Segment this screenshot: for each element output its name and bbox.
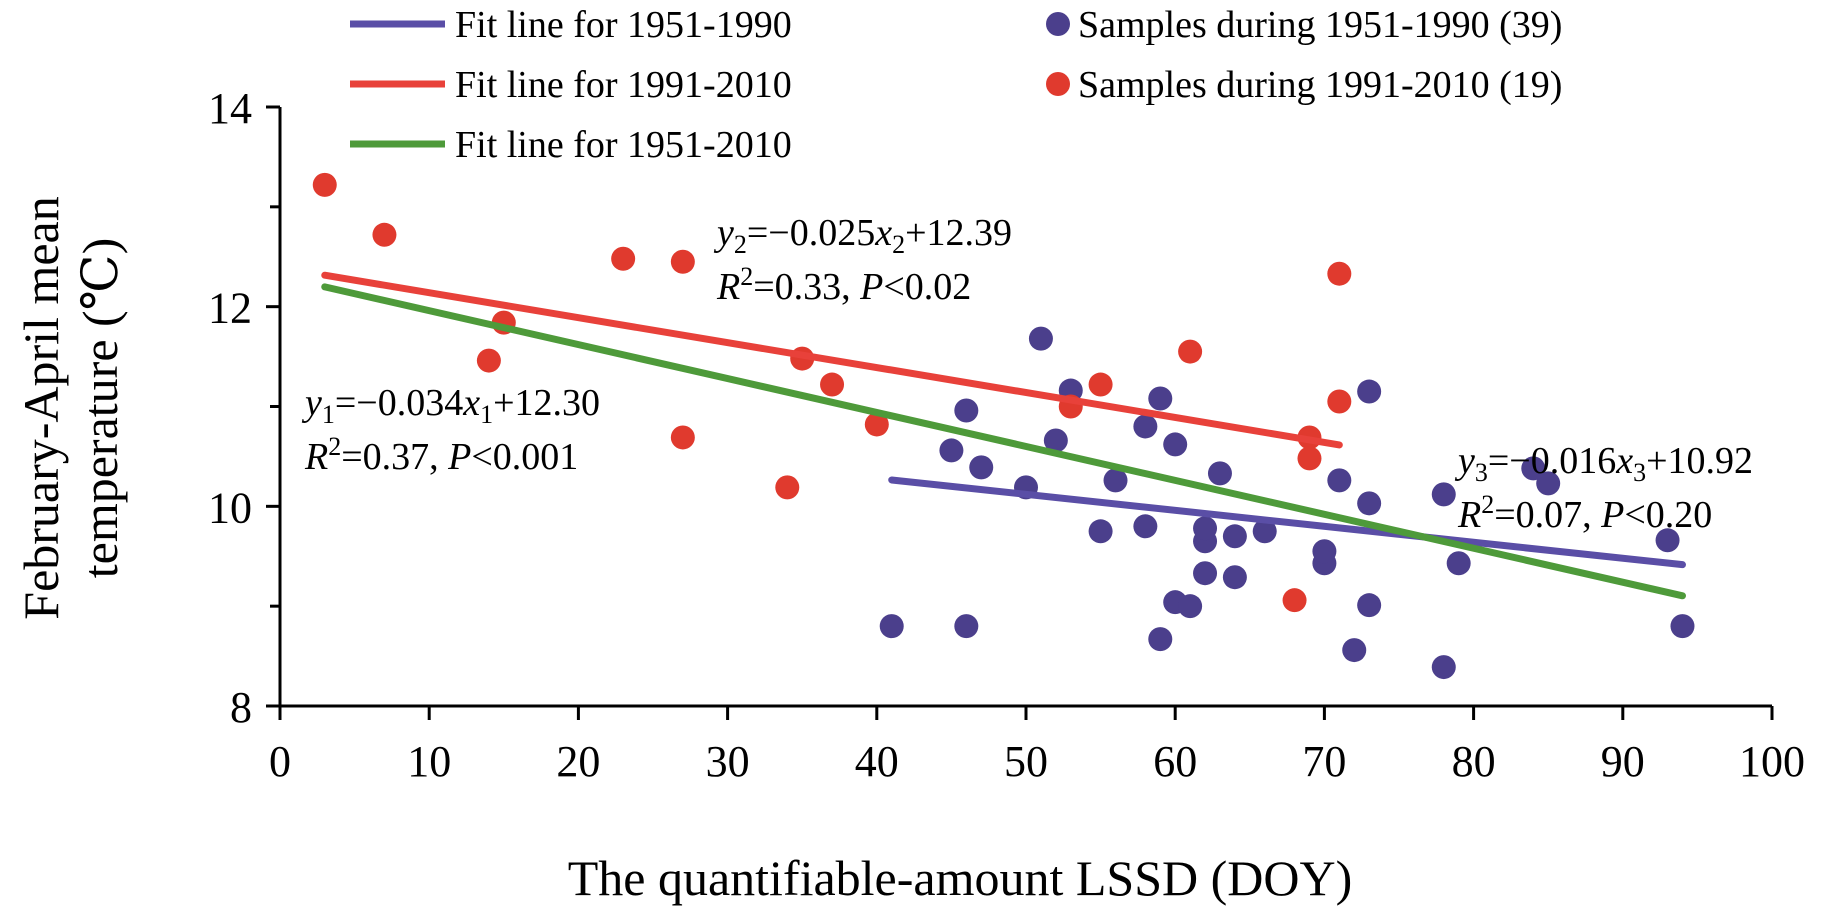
scatter-points [312,172,1695,680]
point-1951-1990 [1148,627,1173,652]
point-1991-2010 [820,372,845,397]
point-1991-2010 [1178,339,1203,364]
point-1951-1990 [969,455,994,480]
legend-label-fit-1951-1990: Fit line for 1951-1990 [455,4,792,46]
point-1951-1990 [1536,471,1561,496]
legend-label-fit-1991-2010: Fit line for 1991-2010 [455,64,792,106]
point-1991-2010 [611,246,636,271]
point-1991-2010 [1327,389,1352,414]
x-tick-label: 50 [1004,737,1048,786]
legend-marker-samples-1951-1990 [1046,12,1070,36]
y-axis-ticks: 8 10 12 14 [208,84,280,732]
point-1951-1990 [1357,593,1382,618]
axes: 8 10 12 14 0 10 20 30 40 50 60 70 80 90 100 [208,84,1805,786]
x-tick-label: 80 [1452,737,1496,786]
point-1951-1990 [1312,539,1337,564]
fit-line-1951-1990 [888,476,1686,569]
point-1951-1990 [1193,516,1218,541]
fit-line-1951-2010 [321,283,1686,600]
x-tick-label: 0 [269,737,291,786]
point-1991-2010 [670,425,695,450]
x-tick-label: 100 [1739,737,1805,786]
point-1951-1990 [1655,528,1680,553]
y-tick-label: 8 [230,683,252,732]
y-tick-label: 12 [208,284,252,333]
equation-2-formula: y2=−0.025x2+12.39 [713,212,1012,259]
legend-label-fit-1951-2010: Fit line for 1951-2010 [455,124,792,166]
legend-marker-samples-1991-2010 [1046,72,1070,96]
point-1951-1990 [954,398,979,423]
point-1951-1990 [879,614,904,639]
x-tick-label: 10 [407,737,451,786]
x-tick-label: 70 [1302,737,1346,786]
point-1951-1990 [1670,614,1695,639]
y-axis-title-line1: February-April mean [13,196,69,619]
point-1951-1990 [1431,655,1456,680]
fit-line-1991-2010 [321,271,1343,449]
x-tick-label: 30 [706,737,750,786]
equation-3: y3=−0.016x3+10.92 R2=0.07, P<0.20 [1454,440,1753,536]
point-1991-2010 [670,249,695,274]
point-1991-2010 [1297,446,1322,471]
point-1951-1990 [1193,561,1218,586]
point-1951-1990 [1446,551,1471,576]
point-1951-1990 [1357,379,1382,404]
point-1951-1990 [954,614,979,639]
point-1991-2010 [775,475,800,500]
point-1991-2010 [1088,372,1113,397]
point-1951-1990 [1178,594,1203,619]
equation-2: y2=−0.025x2+12.39 R2=0.33, P<0.02 [713,212,1012,308]
x-tick-label: 20 [556,737,600,786]
y-tick-label: 14 [208,84,252,133]
point-1951-1990 [1327,468,1352,493]
point-1951-1990 [1133,414,1158,439]
legend: Fit line for 1951-1990 Fit line for 1991… [350,4,1562,166]
fit-lines [321,271,1686,600]
point-1951-1990 [1222,524,1247,549]
equation-1: y1=−0.034x1+12.30 R2=0.37, P<0.001 [301,382,600,478]
point-1951-1990 [939,438,964,463]
point-1991-2010 [1327,261,1352,286]
y-tick-label: 10 [208,483,252,532]
point-1991-2010 [476,348,501,373]
x-axis-ticks: 0 10 20 30 40 50 60 70 80 90 100 [269,706,1805,786]
point-1951-1990 [1163,432,1188,457]
legend-label-samples-1991-2010: Samples during 1991-2010 (19) [1078,64,1562,106]
point-1951-1990 [1088,519,1113,544]
x-axis-title: The quantifiable-amount LSSD (DOY) [568,850,1353,906]
legend-label-samples-1951-1990: Samples during 1951-1990 (39) [1078,4,1562,46]
equation-3-stats: R2=0.07, P<0.20 [1457,490,1712,536]
point-1951-1990 [1103,468,1128,493]
point-1951-1990 [1133,514,1158,539]
y-axis-title-line2: temperature (℃) [72,238,128,578]
point-1991-2010 [864,412,889,437]
point-1951-1990 [1357,491,1382,516]
equation-1-stats: R2=0.37, P<0.001 [304,432,578,478]
equation-1-formula: y1=−0.034x1+12.30 [301,382,600,429]
point-1951-1990 [1222,565,1247,590]
point-1951-1990 [1148,386,1173,411]
point-1991-2010 [312,172,337,197]
point-1951-1990 [1028,326,1053,351]
x-tick-label: 90 [1601,737,1645,786]
point-1951-1990 [1207,461,1232,486]
point-1951-1990 [1252,519,1277,544]
point-1951-1990 [1431,482,1456,507]
point-1991-2010 [1282,588,1307,613]
point-1991-2010 [372,222,397,247]
equation-2-stats: R2=0.33, P<0.02 [716,262,971,308]
point-1951-1990 [1342,638,1367,663]
point-1951-1990 [1521,456,1546,481]
x-tick-label: 40 [855,737,899,786]
x-tick-label: 60 [1153,737,1197,786]
equation-3-formula: y3=−0.016x3+10.92 [1454,440,1753,487]
point-1951-1990 [1043,428,1068,453]
